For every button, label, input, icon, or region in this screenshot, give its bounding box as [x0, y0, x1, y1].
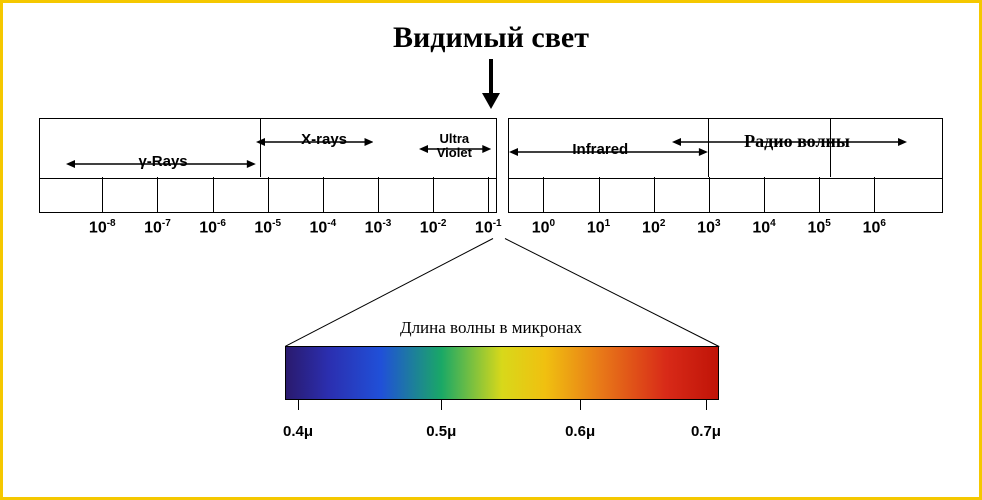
region-label: UltraViolet — [437, 132, 472, 159]
region-label: Infrared — [572, 141, 628, 158]
axis-tick-label: 106 — [863, 218, 886, 237]
visible-tick-label: 0.6μ — [565, 423, 595, 440]
visible-tick — [580, 400, 581, 410]
axis-tick — [543, 177, 544, 213]
visible-tick — [298, 400, 299, 410]
axis-tick-label: 105 — [807, 218, 830, 237]
diagram-container: Видимый свет 10-8 10-7 10-6 10-5 10-4 10-3 10-… — [3, 3, 979, 497]
region-separator — [830, 118, 831, 177]
visible-gap-fill — [497, 118, 509, 213]
axis-tick — [378, 177, 379, 213]
visible-spectrum-band — [285, 346, 719, 400]
region-label: Радио волны — [744, 131, 850, 152]
axis-tick — [709, 177, 710, 213]
axis-tick — [599, 177, 600, 213]
region-label: X-rays — [301, 131, 347, 148]
axis-tick — [213, 177, 214, 213]
axis-tick — [102, 177, 103, 213]
visible-band-title: Длина волны в микронах — [400, 318, 582, 338]
axis-tick-label: 10-2 — [420, 218, 447, 237]
axis-tick — [764, 177, 765, 213]
visible-tick-label: 0.7μ — [691, 423, 721, 440]
axis-tick-label: 100 — [532, 218, 555, 237]
axis-tick — [268, 177, 269, 213]
axis-tick-label: 10-4 — [309, 218, 336, 237]
axis-tick-label: 10-6 — [199, 218, 226, 237]
axis-tick-label: 10-3 — [365, 218, 392, 237]
region-label: γ-Rays — [138, 153, 187, 170]
axis-tick-label: 10-5 — [254, 218, 281, 237]
visible-tick-label: 0.5μ — [426, 423, 456, 440]
axis-tick-label: 10-7 — [144, 218, 171, 237]
axis-tick-label: 10-1 — [475, 218, 502, 237]
visible-tick — [706, 400, 707, 410]
axis-tick — [654, 177, 655, 213]
axis-tick — [157, 177, 158, 213]
spectrum-axis — [40, 178, 942, 179]
region-separator — [708, 118, 709, 177]
region-separator — [260, 118, 261, 177]
axis-tick-label: 104 — [752, 218, 775, 237]
diagram-title: Видимый свет — [393, 21, 589, 55]
axis-tick-label: 102 — [642, 218, 665, 237]
axis-tick — [819, 177, 820, 213]
axis-tick-label: 103 — [697, 218, 720, 237]
visible-tick-label: 0.4μ — [283, 423, 313, 440]
axis-tick — [874, 177, 875, 213]
axis-tick — [433, 177, 434, 213]
axis-tick — [488, 177, 489, 213]
axis-tick — [323, 177, 324, 213]
axis-tick-label: 10-8 — [89, 218, 116, 237]
axis-tick-label: 101 — [587, 218, 610, 237]
visible-gap-right — [508, 118, 509, 213]
visible-tick — [441, 400, 442, 410]
visible-light-arrow-icon — [479, 59, 503, 109]
